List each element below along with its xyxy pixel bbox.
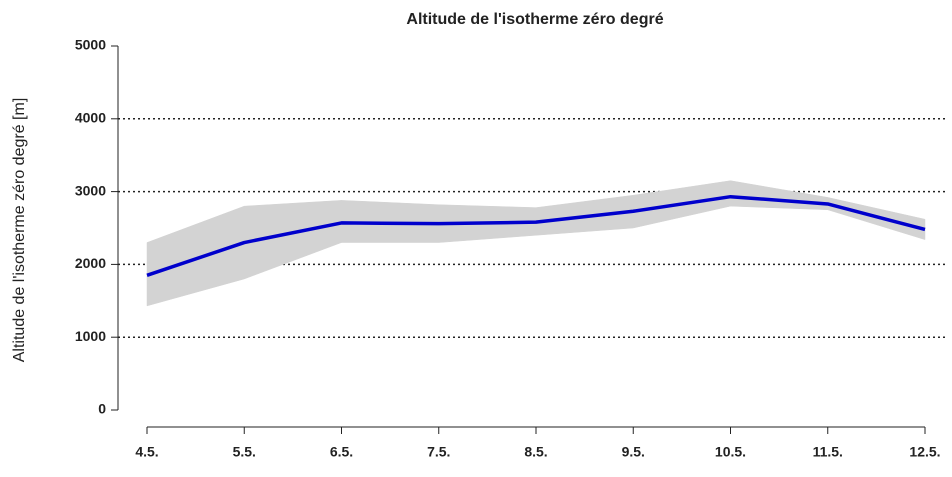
band (730, 180, 828, 211)
x-tick-label: 7.5. (427, 444, 450, 460)
x-tick-label: 6.5. (330, 444, 353, 460)
x-tick-label: 10.5. (715, 444, 746, 460)
y-tick-label: 0 (98, 401, 106, 417)
band (146, 205, 245, 307)
x-tick-label: 8.5. (524, 444, 547, 460)
x-tick-label: 9.5. (622, 444, 645, 460)
x-tick-label: 5.5. (233, 444, 256, 460)
chart-title: Altitude de l'isotherme zéro degré (406, 11, 663, 28)
y-tick-label: 4000 (75, 110, 106, 126)
y-axis-label: Altitude de l'isotherme zéro degré [m] (11, 98, 28, 363)
y-tick-label: 5000 (75, 37, 106, 53)
line (146, 194, 926, 277)
x-tick-label: 11.5. (813, 444, 843, 460)
x-tick-label: 4.5. (135, 444, 158, 460)
band (827, 197, 926, 240)
y-tick-label: 1000 (75, 328, 106, 344)
y-tick-label: 3000 (75, 182, 106, 198)
x-tick-label: 12.5. (909, 444, 940, 460)
y-tick-label: 2000 (75, 255, 106, 271)
